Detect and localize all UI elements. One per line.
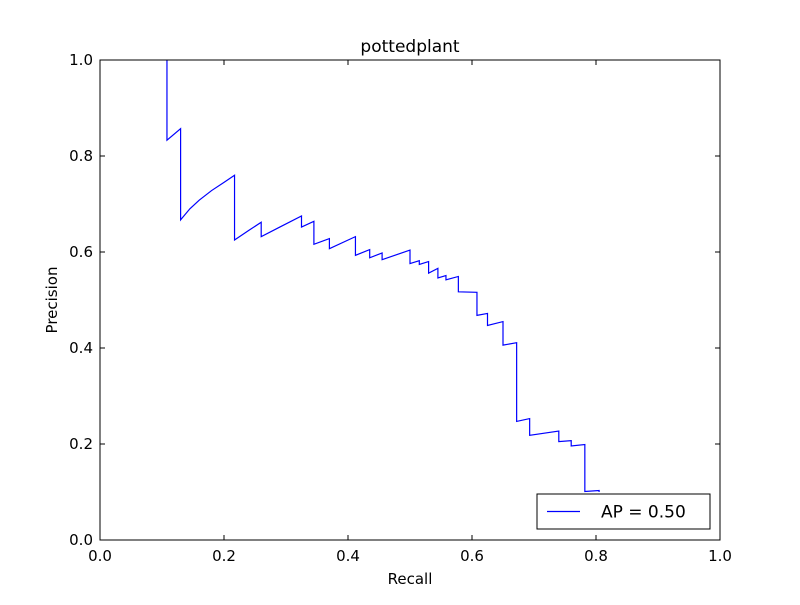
- precision-recall-curve: [166, 60, 600, 493]
- legend: AP = 0.50: [536, 493, 711, 530]
- x-tick-label: 0.0: [88, 547, 112, 565]
- x-tick-label: 0.8: [584, 547, 608, 565]
- series-layer: [166, 60, 600, 493]
- plot-frame: [99, 59, 721, 541]
- x-axis-label: Recall: [388, 570, 433, 588]
- x-tick-label: 0.4: [336, 547, 360, 565]
- y-tick-label: 0.4: [69, 339, 93, 357]
- y-tick-label: 0.8: [69, 147, 93, 165]
- y-tick-label: 1.0: [69, 51, 93, 69]
- y-tick-label: 0.2: [69, 435, 93, 453]
- y-tick-label: 0.6: [69, 243, 93, 261]
- chart-title: pottedplant: [360, 37, 459, 57]
- plot-area: [100, 60, 720, 540]
- x-tick-label: 0.2: [212, 547, 236, 565]
- legend-entry-label: AP = 0.50: [601, 503, 686, 523]
- x-tick-label: 1.0: [708, 547, 732, 565]
- ticks-layer: 0.0 0.2 0.4 0.6 0.8 1.0 0.0 0.2 0.4 0.6 0.8 1.0: [69, 51, 732, 565]
- y-tick-label: 0.0: [69, 531, 93, 549]
- x-tick-label: 0.6: [460, 547, 484, 565]
- y-axis-label: Precision: [43, 267, 61, 334]
